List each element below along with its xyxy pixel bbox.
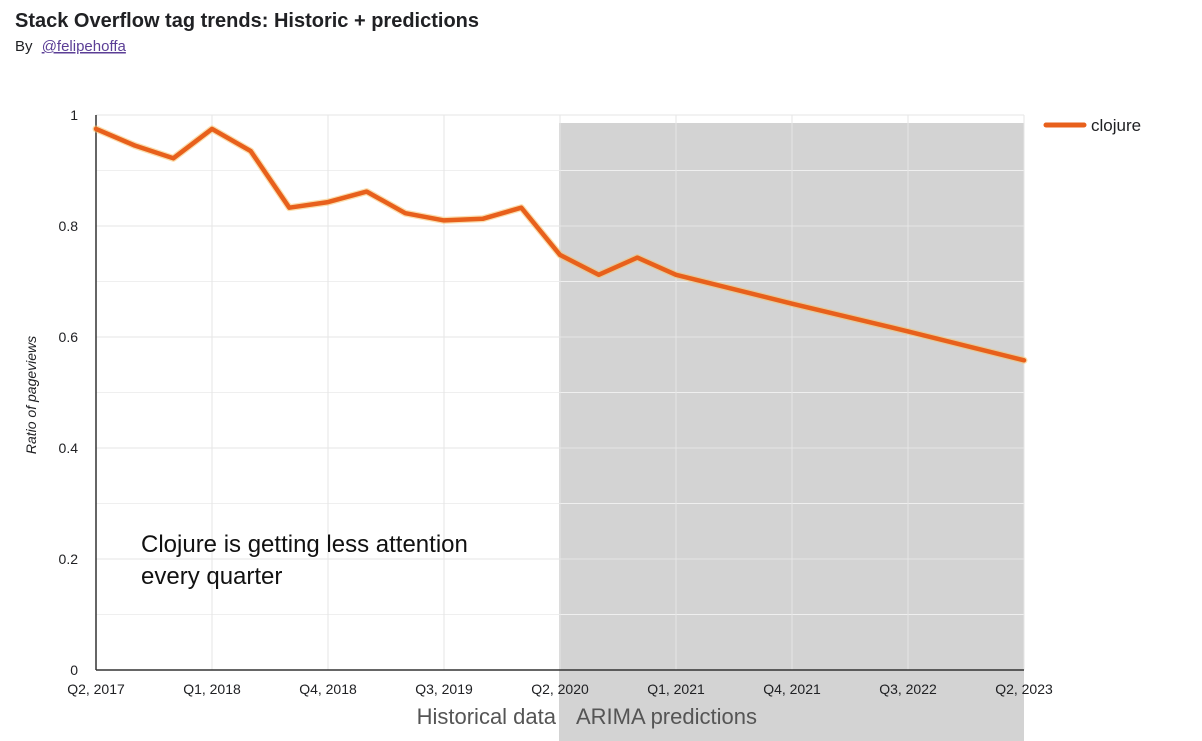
series-line-clojure — [93, 126, 1027, 363]
legend: clojure — [1043, 116, 1141, 135]
y-tick-label: 1 — [70, 107, 78, 123]
y-tick-label: 0.8 — [59, 218, 79, 234]
x-tick-label: Q1, 2021 — [647, 681, 705, 697]
byline: By @felipehoffa — [15, 38, 127, 55]
axes — [95, 115, 1024, 671]
x-tick-label: Q3, 2022 — [879, 681, 937, 697]
x-tick-label: Q2, 2023 — [995, 681, 1053, 697]
x-tick-label: Q2, 2020 — [531, 681, 589, 697]
y-tick-label: 0.4 — [59, 440, 79, 456]
y-tick-label: 0 — [70, 662, 78, 678]
historical-data-label: Historical data — [417, 704, 557, 729]
x-tick-label: Q4, 2021 — [763, 681, 821, 697]
x-tick-label: Q3, 2019 — [415, 681, 473, 697]
x-tick-label: Q1, 2018 — [183, 681, 241, 697]
x-axis-ticks: Q2, 2017 Q1, 2018 Q4, 2018 Q3, 2019 Q2, 2020… — [67, 681, 1053, 697]
gridlines — [95, 114, 1025, 671]
byline-prefix: By — [15, 38, 33, 55]
y-tick-label: 0.6 — [59, 329, 79, 345]
legend-label: clojure — [1091, 116, 1141, 135]
annotation-line-1: Clojure is getting less attention — [141, 531, 468, 558]
x-tick-label: Q4, 2018 — [299, 681, 357, 697]
annotation-line-2: every quarter — [141, 563, 282, 590]
series-layer — [92, 125, 1028, 364]
x-tick-label: Q2, 2017 — [67, 681, 125, 697]
chart-title: Stack Overflow tag trends: Historic + pr… — [15, 10, 479, 32]
author-link[interactable]: @felipehoffa — [42, 38, 127, 55]
y-axis-ticks: 0 0.2 0.4 0.6 0.8 1 — [59, 107, 79, 678]
y-tick-label: 0.2 — [59, 551, 79, 567]
y-axis-label: Ratio of pageviews — [23, 336, 39, 454]
arima-predictions-label: ARIMA predictions — [576, 704, 757, 729]
